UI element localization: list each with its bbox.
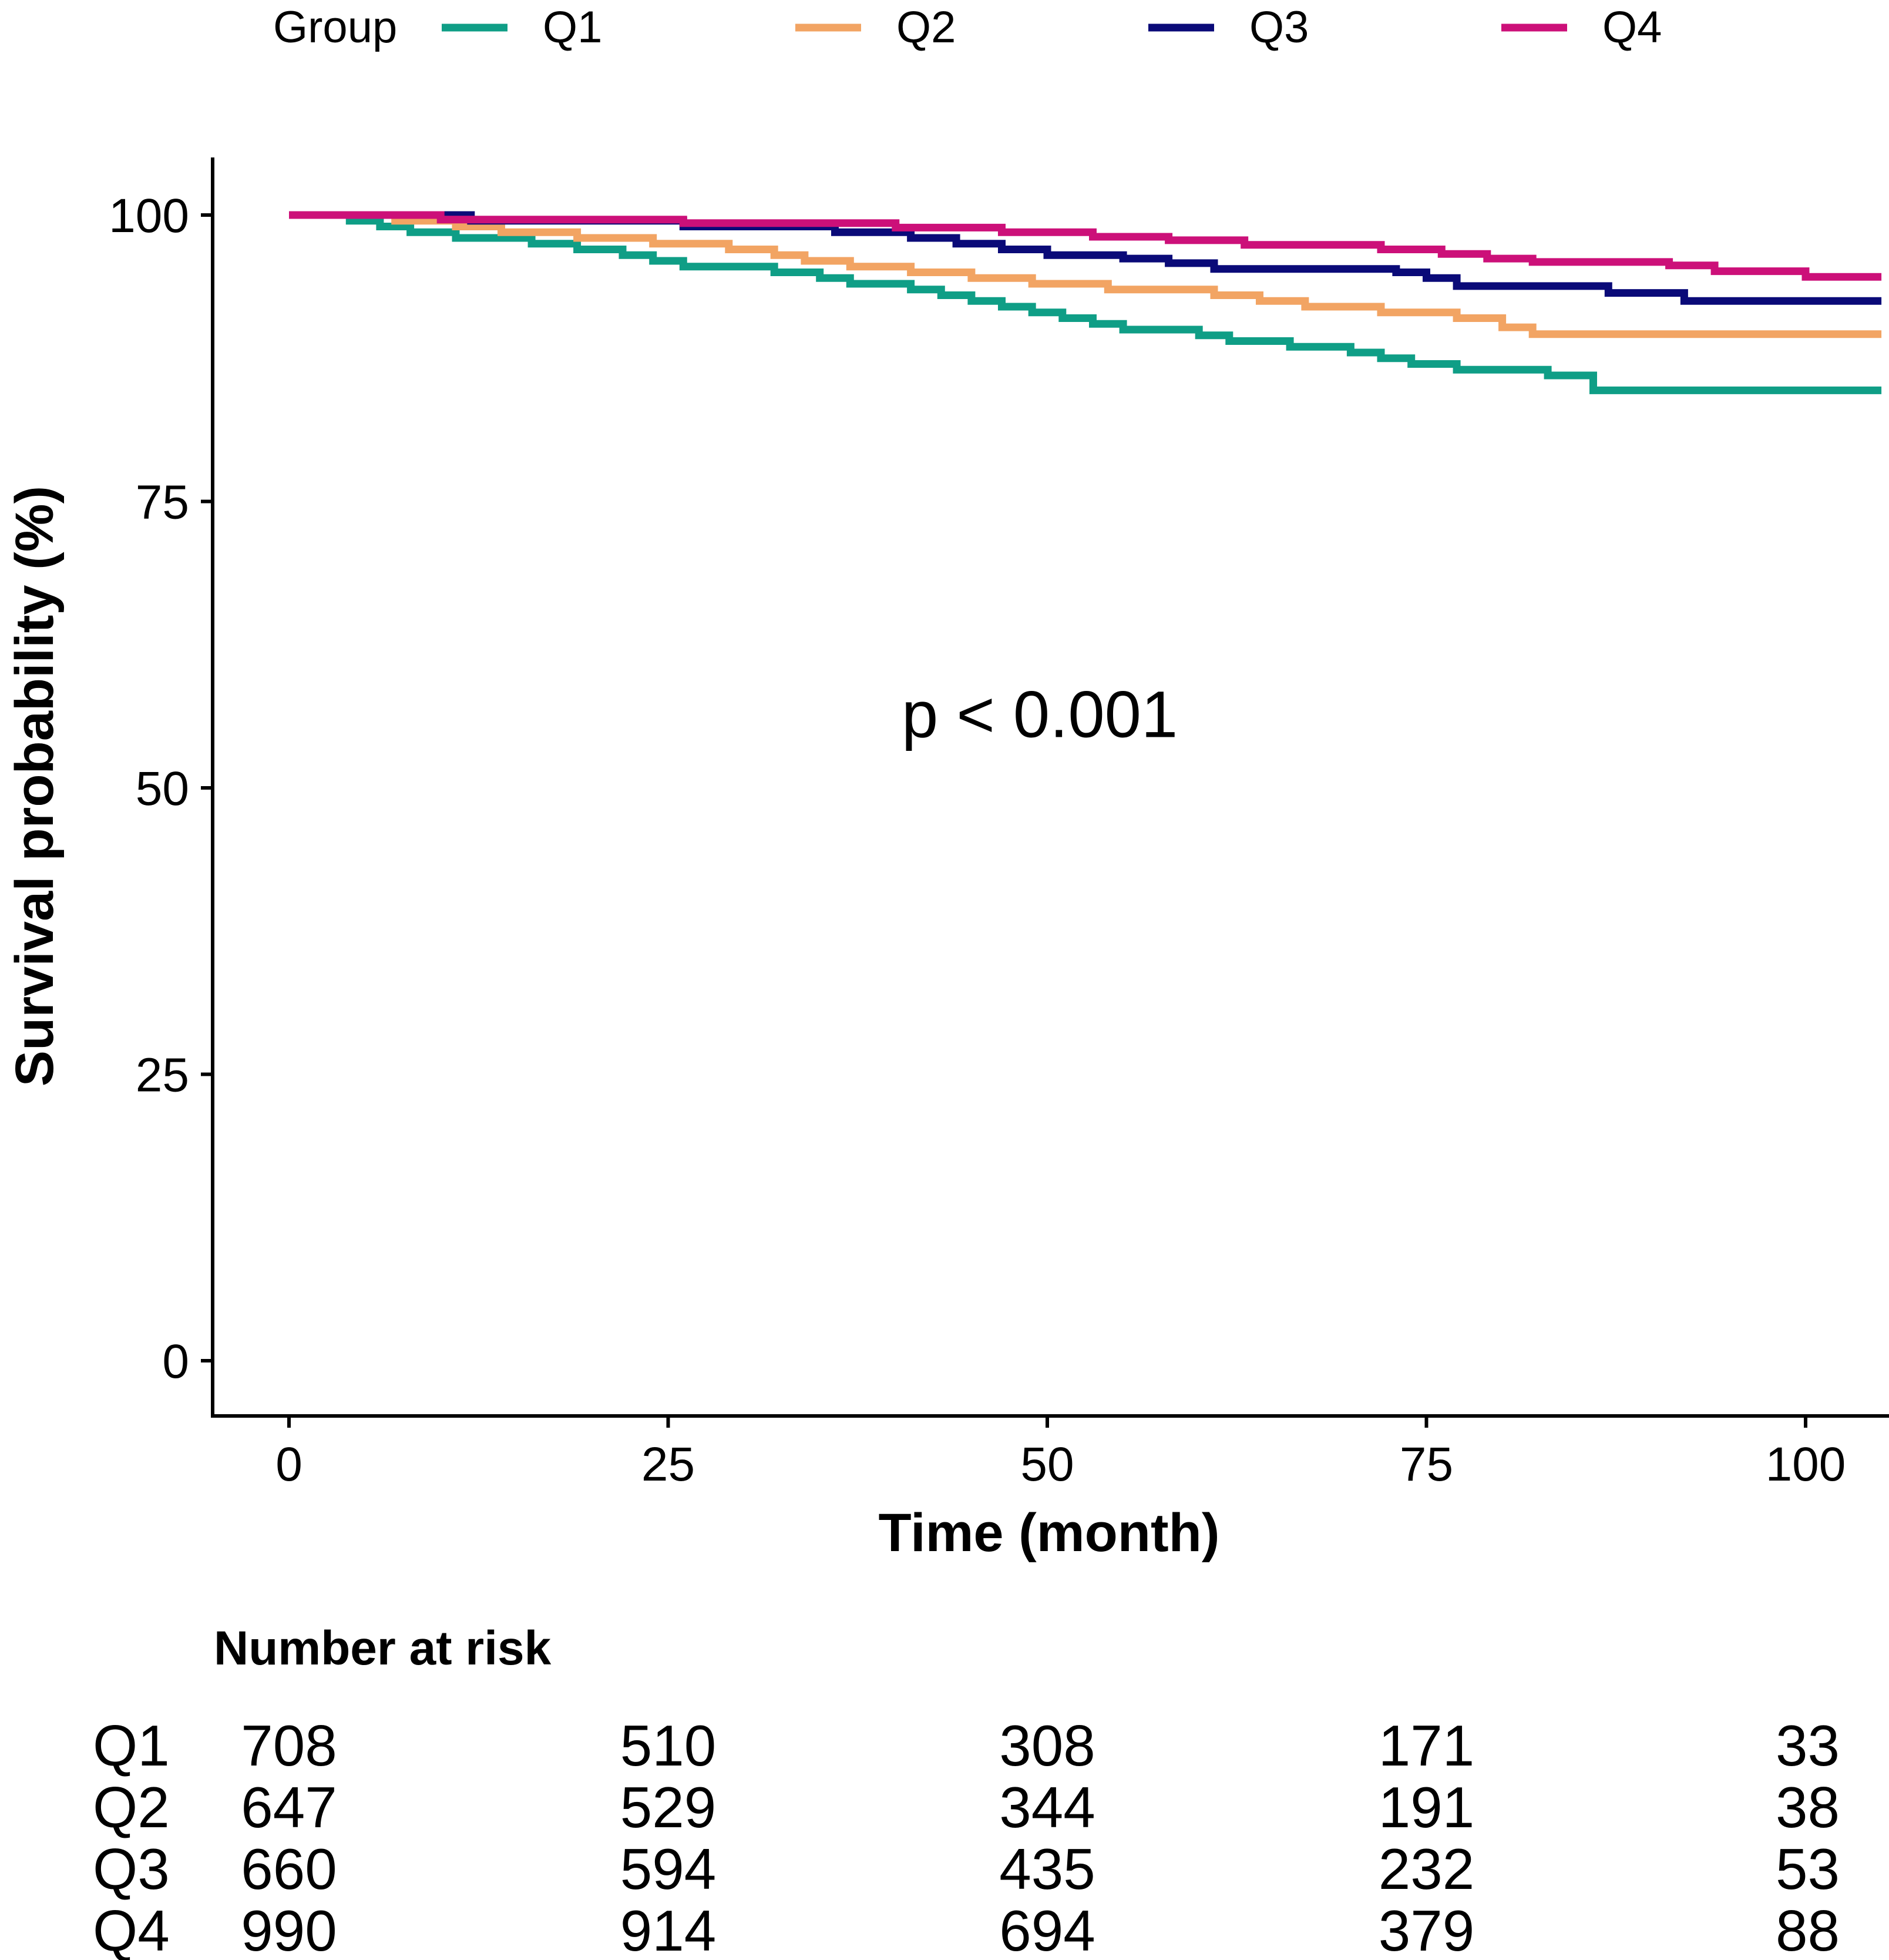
p-value-annotation: p < 0.001 [902, 677, 1178, 751]
risk-table: Number at risk Q1 708 510 308 171 33 Q2 647 529 3… [93, 1622, 1840, 1960]
x-tick-label: 25 [641, 1438, 695, 1491]
y-ticks: 0 25 50 75 100 [109, 189, 213, 1388]
y-tick-label: 75 [136, 476, 189, 529]
x-tick-label: 50 [1020, 1438, 1074, 1491]
legend-label-q4: Q4 [1602, 2, 1662, 52]
series-line-q2 [289, 211, 1882, 338]
legend-label-q3: Q3 [1249, 2, 1309, 52]
risk-cell: 914 [620, 1898, 717, 1960]
risk-cell: 88 [1776, 1898, 1840, 1960]
series-line-q4 [289, 211, 1882, 281]
series-line-q1 [289, 211, 1882, 394]
risk-cell: 53 [1776, 1837, 1840, 1901]
y-tick-label: 25 [136, 1049, 189, 1102]
risk-cell: 33 [1776, 1713, 1840, 1778]
risk-row-label: Q1 [93, 1713, 170, 1778]
legend-label-q2: Q2 [896, 2, 956, 52]
x-ticks: 0 25 50 75 100 [275, 1416, 1846, 1491]
risk-cell: 379 [1379, 1898, 1475, 1960]
survival-curves [289, 211, 1882, 394]
x-axis-title: Time (month) [879, 1503, 1220, 1563]
series-line-q3 [289, 211, 1882, 305]
y-tick-label: 0 [162, 1335, 189, 1388]
risk-row-label: Q3 [93, 1837, 170, 1901]
legend-title: Group [273, 2, 397, 52]
risk-cell: 171 [1379, 1713, 1475, 1778]
risk-cell: 708 [241, 1713, 337, 1778]
risk-cell: 594 [620, 1837, 717, 1901]
risk-cell: 38 [1776, 1775, 1840, 1840]
y-tick-label: 100 [109, 189, 189, 243]
risk-cell: 344 [999, 1775, 1095, 1840]
risk-cell: 990 [241, 1898, 337, 1960]
y-tick-label: 50 [136, 762, 189, 815]
risk-row-label: Q4 [93, 1898, 170, 1960]
risk-cell: 232 [1379, 1837, 1475, 1901]
risk-cell: 529 [620, 1775, 717, 1840]
risk-cell: 647 [241, 1775, 337, 1840]
x-tick-label: 100 [1766, 1438, 1846, 1491]
legend: Group Q1 Q2 Q3 Q4 [273, 2, 1662, 52]
x-tick-label: 0 [275, 1438, 302, 1491]
risk-cell: 660 [241, 1837, 337, 1901]
risk-cell: 510 [620, 1713, 717, 1778]
plot-area: 0 25 50 75 100 0 25 50 75 100 p < 0.001 [109, 157, 1889, 1491]
risk-cell: 694 [999, 1898, 1095, 1960]
risk-cell: 308 [999, 1713, 1095, 1778]
y-axis-title: Survival probability (%) [5, 486, 65, 1086]
risk-row-label: Q2 [93, 1775, 170, 1840]
risk-cell: 191 [1379, 1775, 1475, 1840]
x-tick-label: 75 [1400, 1438, 1453, 1491]
risk-table-title: Number at risk [214, 1622, 552, 1675]
risk-cell: 435 [999, 1837, 1095, 1901]
legend-label-q1: Q1 [543, 2, 602, 52]
